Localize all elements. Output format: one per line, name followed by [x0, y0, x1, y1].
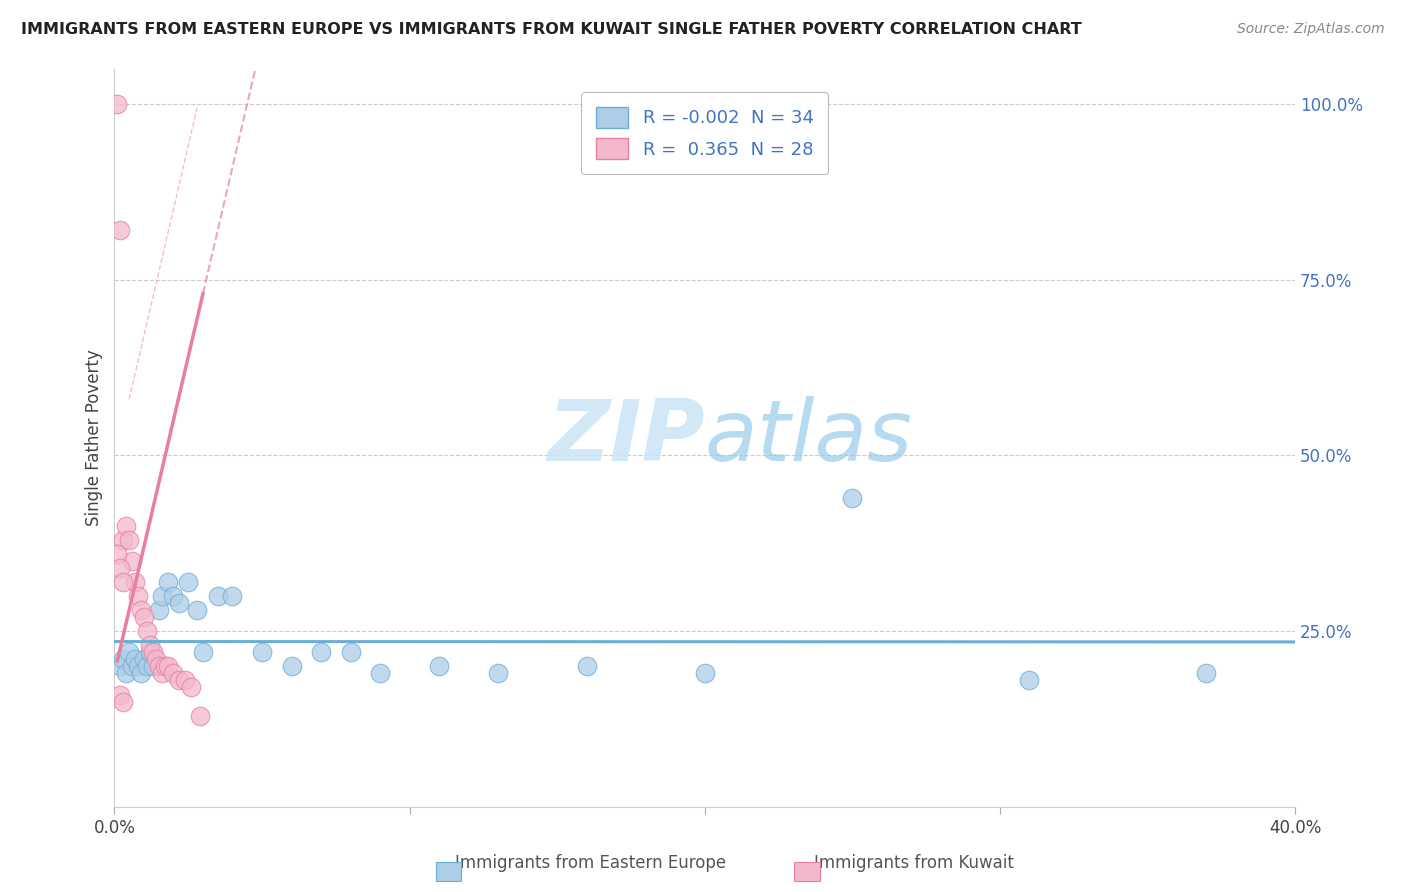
Point: [115, 666, 138, 681]
Point: [162, 666, 184, 681]
Point: [339, 645, 361, 659]
Point: [309, 645, 332, 659]
Point: [177, 574, 200, 589]
Point: [132, 652, 155, 666]
Point: [127, 659, 149, 673]
Point: [132, 610, 155, 624]
Text: Immigrants from Kuwait: Immigrants from Kuwait: [814, 855, 1014, 872]
Point: [121, 659, 143, 673]
Point: [169, 596, 191, 610]
Point: [156, 659, 179, 673]
Point: [129, 603, 152, 617]
Point: [110, 561, 132, 575]
Text: atlas: atlas: [704, 396, 912, 479]
Point: [142, 645, 165, 659]
Point: [110, 688, 132, 702]
Point: [427, 659, 450, 673]
Point: [121, 554, 143, 568]
Point: [186, 603, 208, 617]
Point: [139, 638, 162, 652]
Point: [112, 574, 135, 589]
Point: [250, 645, 273, 659]
Point: [207, 589, 229, 603]
Point: [1018, 673, 1040, 688]
Point: [115, 518, 138, 533]
Text: IMMIGRANTS FROM EASTERN EUROPE VS IMMIGRANTS FROM KUWAIT SINGLE FATHER POVERTY C: IMMIGRANTS FROM EASTERN EUROPE VS IMMIGR…: [21, 22, 1081, 37]
Point: [368, 666, 391, 681]
Point: [693, 666, 716, 681]
Point: [575, 659, 598, 673]
Point: [156, 574, 179, 589]
Point: [118, 645, 141, 659]
Text: Source: ZipAtlas.com: Source: ZipAtlas.com: [1237, 22, 1385, 37]
Point: [110, 223, 132, 237]
Point: [188, 708, 211, 723]
Text: Immigrants from Eastern Europe: Immigrants from Eastern Europe: [456, 855, 725, 872]
Point: [112, 694, 135, 708]
Point: [150, 589, 173, 603]
Point: [280, 659, 302, 673]
Point: [124, 652, 146, 666]
Point: [153, 659, 176, 673]
Point: [127, 589, 149, 603]
Point: [221, 589, 243, 603]
Point: [174, 673, 197, 688]
Point: [148, 659, 170, 673]
Point: [135, 624, 157, 639]
Point: [112, 533, 135, 547]
Point: [169, 673, 191, 688]
Point: [145, 652, 167, 666]
Point: [139, 645, 162, 659]
Point: [150, 666, 173, 681]
Point: [110, 659, 132, 673]
Point: [129, 666, 152, 681]
Point: [1195, 666, 1218, 681]
Point: [148, 603, 170, 617]
Point: [180, 681, 202, 695]
Point: [118, 533, 141, 547]
Point: [105, 96, 128, 111]
Text: ZIP: ZIP: [547, 396, 704, 479]
Point: [124, 574, 146, 589]
Point: [162, 589, 184, 603]
Point: [841, 491, 863, 505]
Point: [486, 666, 509, 681]
Point: [135, 659, 157, 673]
Y-axis label: Single Father Poverty: Single Father Poverty: [86, 350, 103, 526]
Legend: R = -0.002  N = 34, R =  0.365  N = 28: R = -0.002 N = 34, R = 0.365 N = 28: [581, 92, 828, 174]
Point: [105, 547, 128, 561]
Point: [112, 652, 135, 666]
Point: [142, 659, 165, 673]
Point: [191, 645, 214, 659]
